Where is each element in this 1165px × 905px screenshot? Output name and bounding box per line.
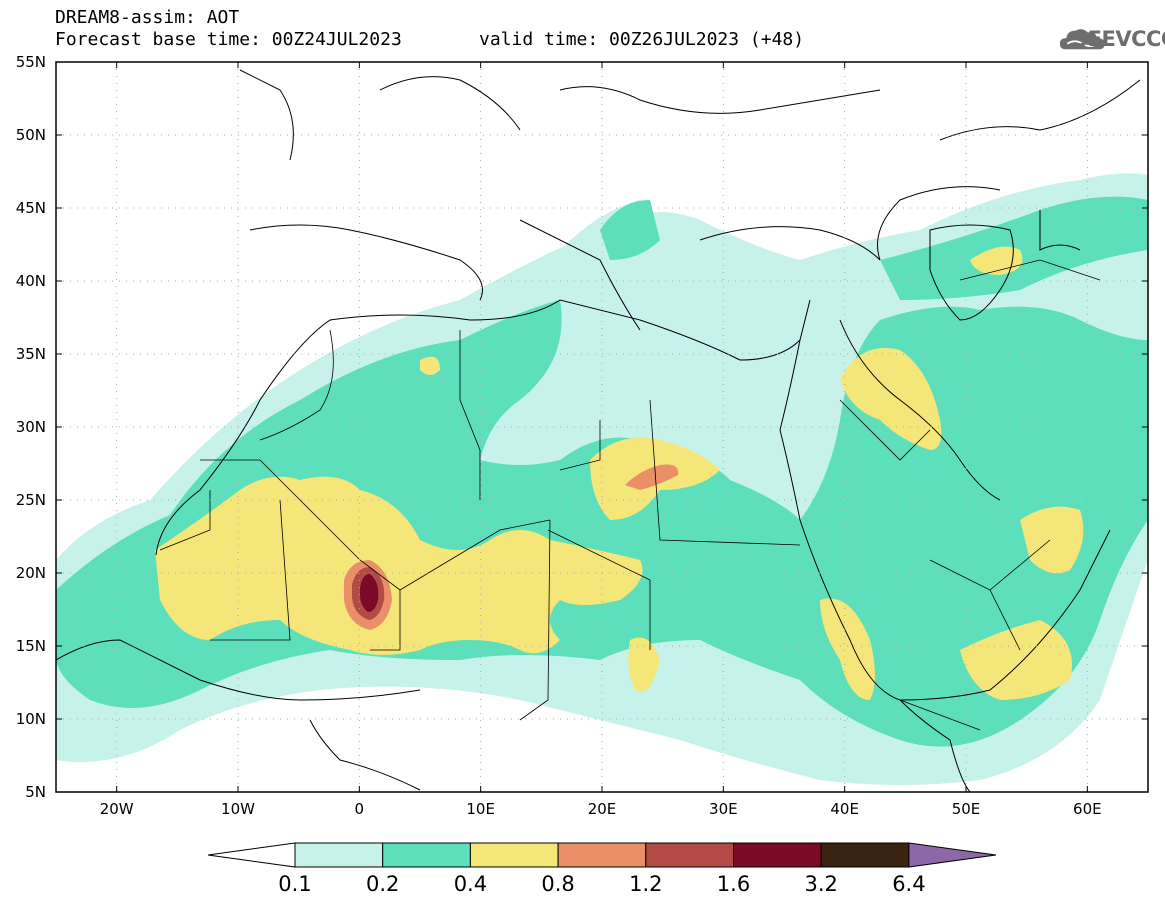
lon-label: 0 [354,800,365,818]
coastlines [56,69,1141,792]
lat-label: 15N [15,637,46,655]
lon-label: 40E [830,800,859,818]
cloud-icon [1059,29,1105,50]
lon-label: 10E [466,800,495,818]
graticule [56,62,1148,792]
country-borders [159,259,1101,731]
lon-label: 20W [99,800,134,818]
lon-label: 60E [1073,800,1102,818]
aot-level-1.6 [360,574,379,612]
colorbar-label: 0.1 [278,872,312,896]
colorbar-swatch [557,842,647,868]
colorbar-label: 0.4 [453,872,488,896]
colorbar-upper-arrow [908,842,996,868]
valid-time: valid time: 00Z26JUL2023 (+48) [479,29,805,50]
seevccc-logo: SEEVCCC [1073,27,1165,51]
lon-label: 10W [221,800,255,818]
lat-label: 40N [15,272,46,290]
colorbar-label: 1.2 [629,872,663,896]
colorbar-swatch [733,842,822,868]
lat-label: 5N [25,783,46,801]
colorbar-swatch [294,842,384,868]
lon-label: 50E [951,800,981,818]
colorbar-swatch [469,842,559,868]
colorbar-swatch [820,842,910,868]
lat-label: 35N [15,345,46,363]
lat-label: 50N [15,126,46,144]
colorbar [207,842,996,868]
colorbar-label: 0.2 [365,872,400,896]
colorbar-lower-arrow [207,842,296,868]
axis-ticks [56,61,1148,793]
lon-label: 30E [709,800,738,818]
lon-label: 20E [587,800,617,818]
lat-label: 45N [15,199,46,217]
lat-label: 25N [15,491,46,509]
colorbar-label: 3.2 [804,872,838,896]
colorbar-swatch [382,842,471,868]
lat-label: 30N [15,418,46,436]
lat-label: 20N [15,564,46,582]
colorbar-label: 1.6 [716,872,751,896]
colorbar-label: 6.4 [892,872,926,896]
colorbar-label: 0.8 [541,872,575,896]
lat-label: 10N [15,710,46,728]
colorbar-swatch [645,842,734,868]
product-title: DREAM8-assim: AOT [55,7,240,28]
forecast-base-time: Forecast base time: 00Z24JUL2023 [55,29,402,50]
lat-label: 55N [15,53,46,71]
